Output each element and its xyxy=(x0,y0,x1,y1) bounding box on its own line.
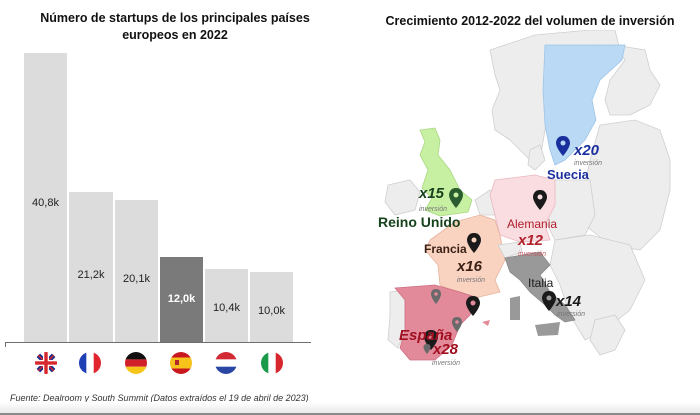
bar-chart: 40,8k 21,2k 20,1k 12,0k 10,4k 10,0k xyxy=(0,0,310,345)
uk-multiplier: x15 xyxy=(419,185,445,202)
spain-label: España xyxy=(399,327,453,344)
x-axis xyxy=(5,342,311,343)
bar-uk: 40,8k xyxy=(24,53,67,342)
pin-germany-icon xyxy=(533,190,547,210)
germany-flag-icon xyxy=(125,352,147,374)
pin-sweden-icon xyxy=(556,136,570,156)
x-axis-tick xyxy=(5,342,6,347)
france-label: Francia xyxy=(424,242,467,256)
europe-map xyxy=(360,29,700,400)
bar-germany: 20,1k xyxy=(115,200,158,342)
pin-france-icon xyxy=(467,233,481,253)
france-multiplier: x16 xyxy=(457,258,483,275)
germany-inversion-label: inversión xyxy=(518,251,547,258)
italy-flag-icon xyxy=(261,352,283,374)
germany-multiplier: x12 xyxy=(518,232,544,249)
bar-chart-title: Número de startups de los principales pa… xyxy=(0,10,350,44)
spain-flag-icon xyxy=(170,352,192,374)
pin-spain-north-icon xyxy=(431,289,441,304)
bar-netherlands: 10,4k xyxy=(205,269,248,342)
pin-uk-icon xyxy=(449,188,463,208)
bar-chart-title-line2: europeos en 2022 xyxy=(122,28,228,42)
uk-inversion-label: inversión xyxy=(419,206,448,213)
france-inversion-label: inversión xyxy=(457,277,486,284)
bar-value-label: 20,1k xyxy=(123,273,150,285)
bar-value-label: 21,2k xyxy=(77,269,105,281)
bar-value-label: 12,0k xyxy=(167,293,196,305)
bar-value-label: 40,8k xyxy=(32,197,59,209)
pin-italy-icon xyxy=(542,291,556,311)
uk-label: Reino Unido xyxy=(378,214,461,230)
bar-chart-title-line1: Número de startups de los principales pa… xyxy=(40,11,310,25)
germany-label: Alemania xyxy=(507,217,558,231)
france-flag-icon xyxy=(79,352,101,374)
bar-italy: 10,0k xyxy=(250,272,293,342)
bar-france: 21,2k xyxy=(69,192,113,342)
pin-spain-barcelona-icon xyxy=(466,296,480,316)
bottom-border xyxy=(0,413,700,415)
bottom-fade xyxy=(0,402,700,415)
spain-multiplier: x28 xyxy=(433,341,459,358)
italy-label: Italia xyxy=(528,276,554,290)
map-title: Crecimiento 2012-2022 del volumen de inv… xyxy=(385,14,675,28)
europe-map-shapes xyxy=(384,29,671,361)
sweden-multiplier: x20 xyxy=(574,142,600,159)
pin-spain-valencia-icon xyxy=(452,317,462,332)
source-note: Fuente: Dealroom y South Summit (Datos e… xyxy=(10,393,309,403)
bar-spain: 12,0k xyxy=(160,257,203,342)
sweden-inversion-label: inversión xyxy=(574,160,603,167)
pin-spain-south-icon xyxy=(423,344,431,354)
netherlands-flag-icon xyxy=(215,352,237,374)
bar-value-label: 10,4k xyxy=(213,302,240,314)
bar-value-label: 10,0k xyxy=(258,305,285,317)
spain-inversion-label: inversión xyxy=(432,360,461,367)
italy-inversion-label: inversión xyxy=(557,311,586,318)
sweden-label: Suecia xyxy=(547,167,589,182)
italy-multiplier: x14 xyxy=(556,293,582,310)
uk-flag-icon xyxy=(35,352,57,374)
